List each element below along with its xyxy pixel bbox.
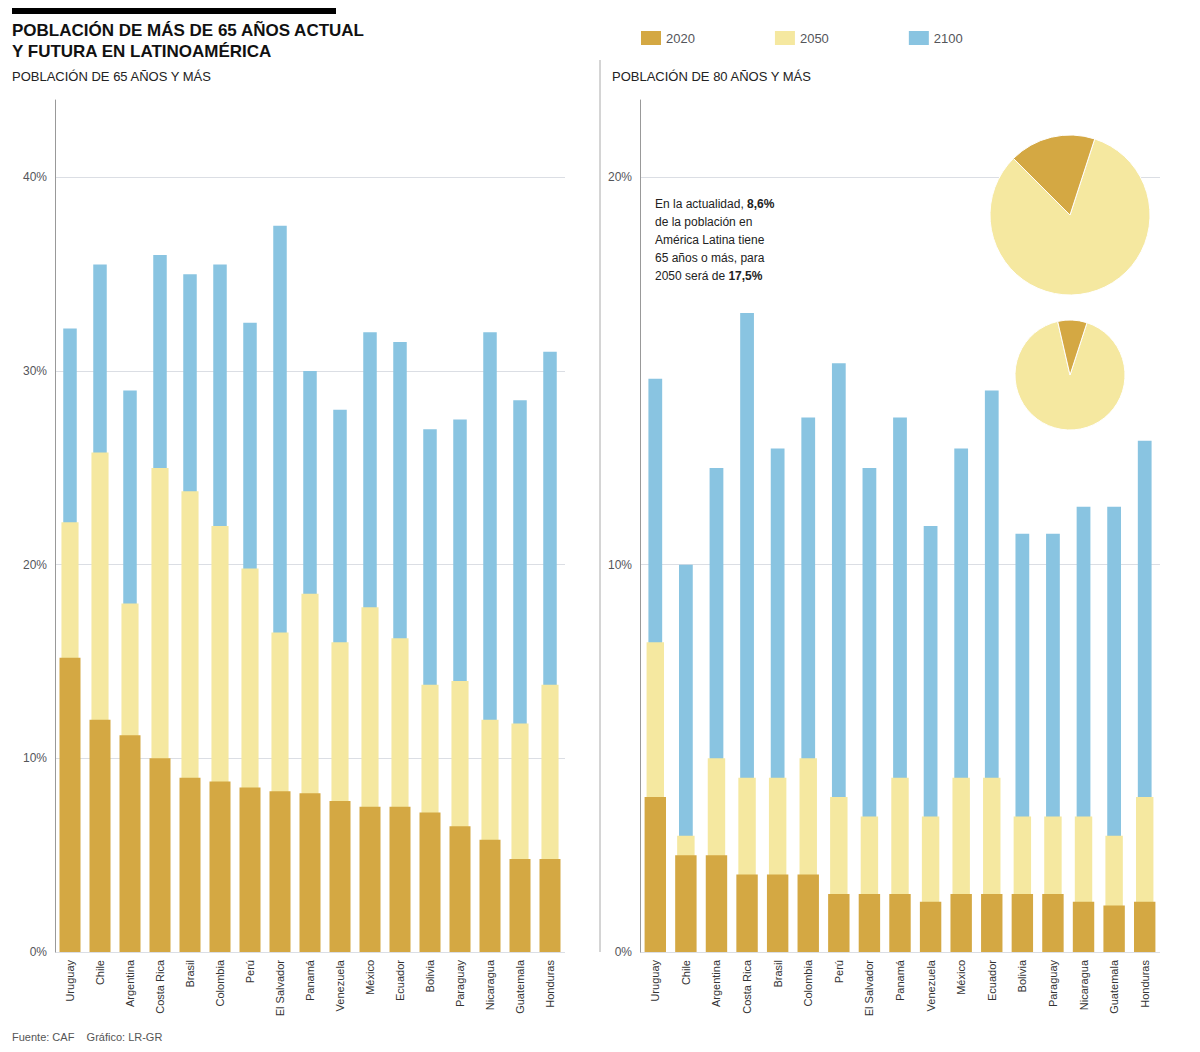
svg-text:Costa Rica: Costa Rica [154, 959, 166, 1014]
svg-text:Argentina: Argentina [124, 959, 136, 1007]
svg-text:65 años o más, para: 65 años o más, para [655, 251, 765, 265]
svg-text:Guatemala: Guatemala [514, 959, 526, 1014]
svg-text:Argentina: Argentina [710, 959, 722, 1007]
svg-text:Honduras: Honduras [544, 960, 556, 1008]
svg-text:Colombia: Colombia [214, 959, 226, 1006]
svg-text:POBLACIÓN DE 65 AÑOS Y MÁS: POBLACIÓN DE 65 AÑOS Y MÁS [12, 69, 211, 84]
svg-text:10%: 10% [608, 558, 632, 572]
svg-text:0%: 0% [615, 945, 633, 959]
svg-text:Brasil: Brasil [772, 960, 784, 988]
svg-text:2050 será de: 2050 será de [655, 269, 728, 283]
svg-text:Venezuela: Venezuela [334, 959, 346, 1011]
svg-text:2050: 2050 [800, 31, 829, 46]
svg-text:Fuente: CAF Gráfico: LR-GR: Fuente: CAF Gráfico: LR-GR [12, 1031, 162, 1043]
svg-text:En la actualidad,: En la actualidad, [655, 197, 747, 211]
svg-text:40%: 40% [23, 170, 47, 184]
svg-text:Perú: Perú [244, 960, 256, 983]
svg-text:10%: 10% [23, 751, 47, 765]
svg-text:Bolivia: Bolivia [424, 959, 436, 992]
svg-text:América Latina tiene: América Latina tiene [655, 233, 765, 247]
svg-text:Bolivia: Bolivia [1016, 959, 1028, 992]
svg-text:Ecuador: Ecuador [394, 960, 406, 1001]
svg-text:20%: 20% [608, 170, 632, 184]
svg-text:POBLACIÓN DE 80 AÑOS Y MÁS: POBLACIÓN DE 80 AÑOS Y MÁS [612, 69, 811, 84]
svg-text:Venezuela: Venezuela [925, 959, 937, 1011]
svg-text:Nicaragua: Nicaragua [484, 959, 496, 1010]
svg-text:Paraguay: Paraguay [1047, 960, 1059, 1008]
svg-text:Ecuador: Ecuador [986, 960, 998, 1001]
svg-text:17,5%: 17,5% [728, 269, 762, 283]
svg-text:Panamá: Panamá [894, 959, 906, 1001]
svg-text:POBLACIÓN DE MÁS DE 65 AÑOS AC: POBLACIÓN DE MÁS DE 65 AÑOS ACTUAL [12, 20, 364, 40]
svg-text:Chile: Chile [94, 960, 106, 985]
svg-text:0%: 0% [30, 945, 48, 959]
svg-text:Honduras: Honduras [1139, 960, 1151, 1008]
svg-text:Brasil: Brasil [184, 960, 196, 988]
svg-text:Paraguay: Paraguay [454, 960, 466, 1008]
svg-text:Costa Rica: Costa Rica [741, 959, 753, 1014]
svg-text:Colombia: Colombia [802, 959, 814, 1006]
svg-text:20%: 20% [23, 558, 47, 572]
svg-text:Panamá: Panamá [304, 959, 316, 1001]
svg-text:Nicaragua: Nicaragua [1078, 959, 1090, 1010]
svg-text:Uruguay: Uruguay [649, 960, 661, 1002]
svg-text:2020: 2020 [666, 31, 695, 46]
svg-text:8,6%: 8,6% [747, 197, 775, 211]
svg-text:Chile: Chile [680, 960, 692, 985]
svg-text:México: México [364, 960, 376, 995]
svg-text:de la población en: de la población en [655, 215, 752, 229]
svg-text:El Salvador: El Salvador [274, 960, 286, 1017]
svg-text:2100: 2100 [934, 31, 963, 46]
svg-text:México: México [955, 960, 967, 995]
svg-text:Y FUTURA EN LATINOAMÉRICA: Y FUTURA EN LATINOAMÉRICA [12, 42, 271, 61]
svg-text:El Salvador: El Salvador [863, 960, 875, 1017]
svg-text:Perú: Perú [833, 960, 845, 983]
svg-text:30%: 30% [23, 364, 47, 378]
svg-text:Uruguay: Uruguay [64, 960, 76, 1002]
svg-text:Guatemala: Guatemala [1108, 959, 1120, 1014]
